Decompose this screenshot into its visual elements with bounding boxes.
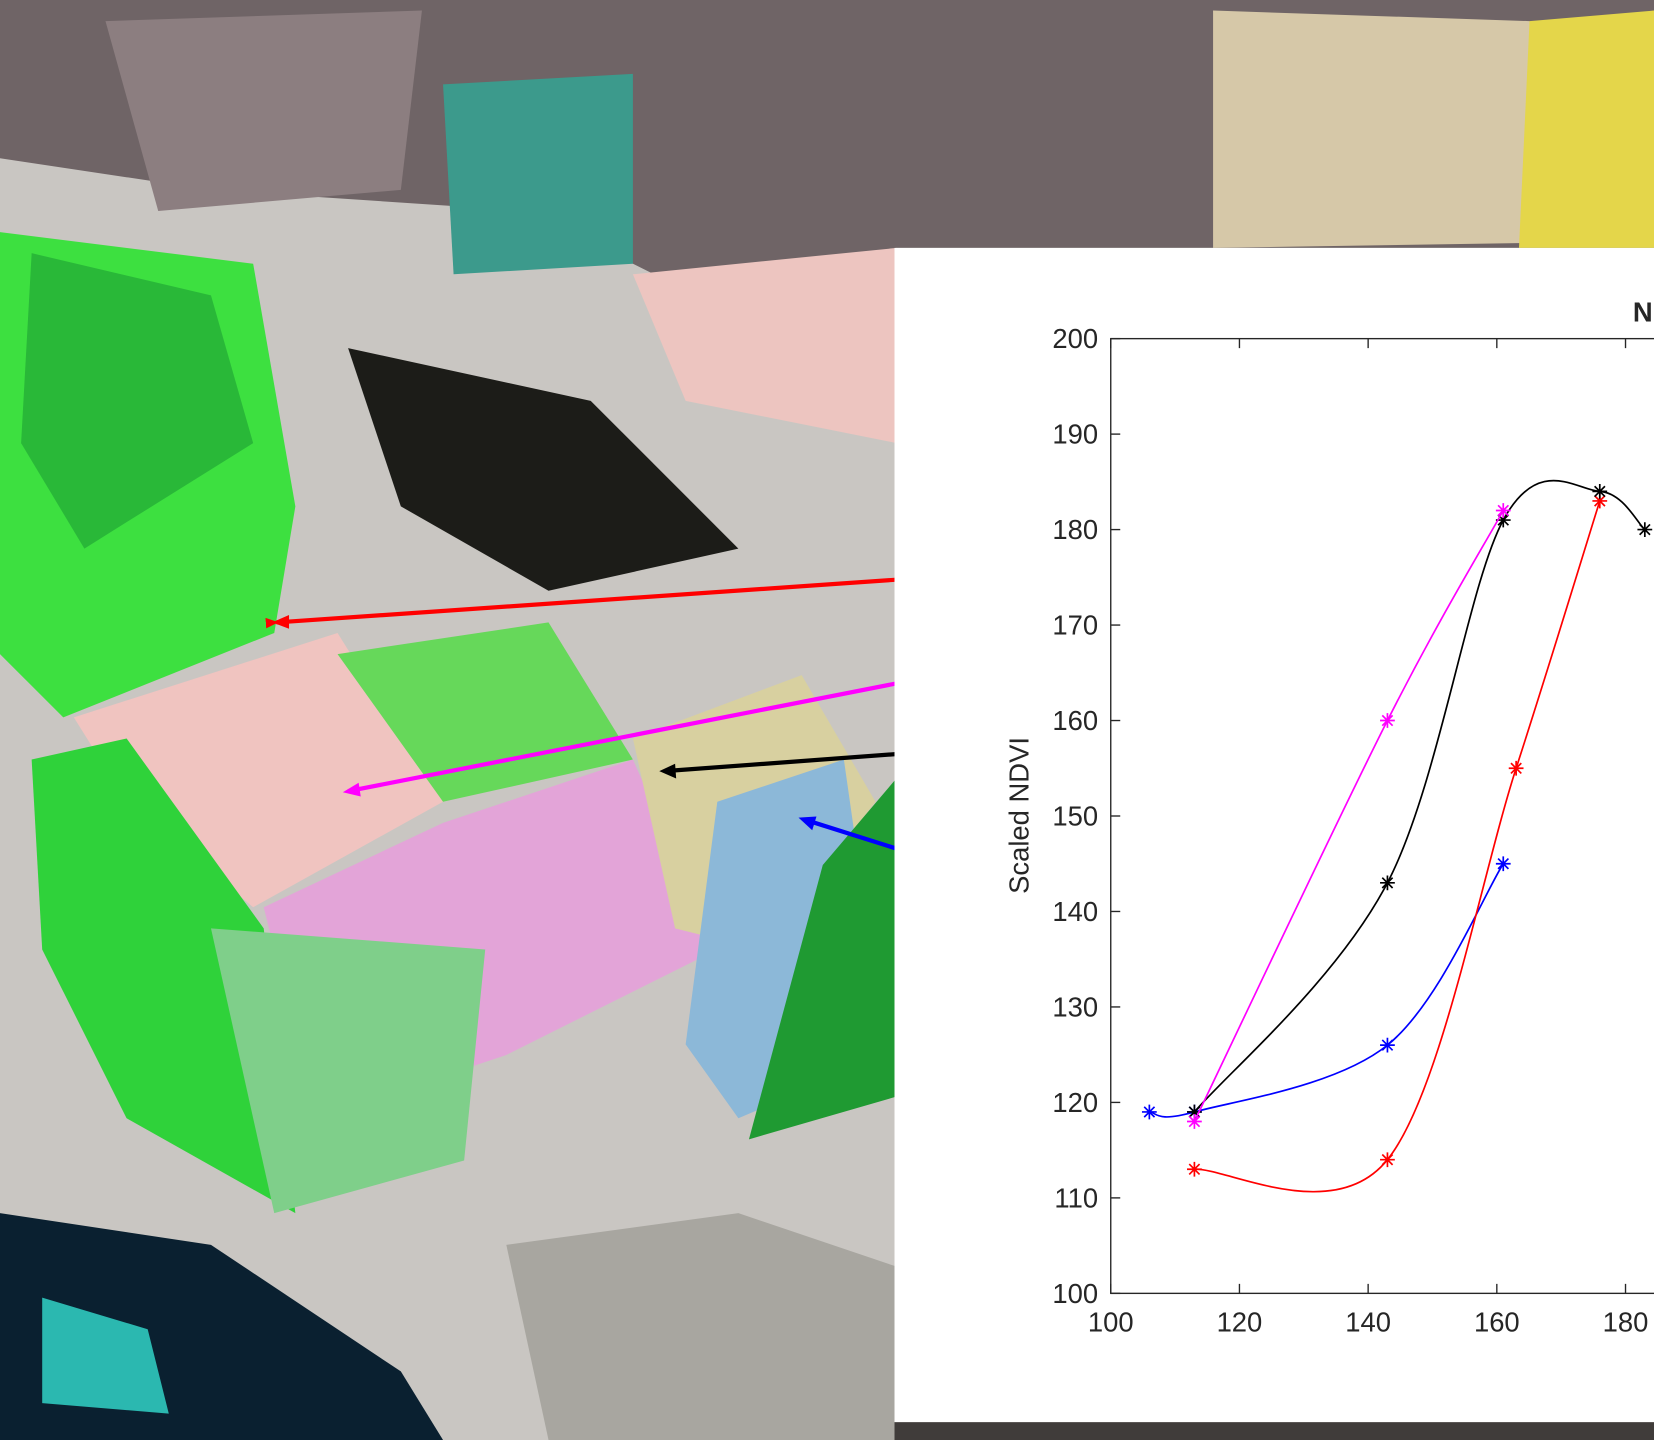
arrow — [265, 572, 966, 629]
point-marker — [1187, 1114, 1202, 1129]
arrow-head — [798, 816, 817, 831]
point-marker — [1187, 1161, 1202, 1177]
point-marker — [1380, 1037, 1395, 1053]
point-marker — [1495, 856, 1511, 872]
plot: 100 110 120 130 140 150 160 170 180 190 200 100 120 1… — [1052, 323, 1654, 1337]
arrow-head — [659, 763, 677, 779]
y-tick-label: 150 — [1052, 800, 1098, 831]
y-tick-label: 200 — [1052, 323, 1098, 354]
series-line — [1193, 510, 1505, 1122]
point-marker — [1495, 503, 1511, 518]
point-marker — [1495, 512, 1511, 528]
y-axis-label: Scaled NDVI — [1003, 737, 1034, 894]
point-marker — [1380, 875, 1395, 891]
x-tick-label: 160 — [1474, 1306, 1520, 1337]
y-tick-label: 100 — [1052, 1278, 1098, 1309]
point-marker — [1380, 1152, 1395, 1168]
arrow — [347, 667, 966, 794]
series-line — [1149, 863, 1504, 1118]
point-marker — [1380, 713, 1395, 728]
arrow-head — [272, 615, 290, 629]
point-marker — [1592, 493, 1608, 509]
y-tick-label: 110 — [1054, 1182, 1098, 1213]
y-tick-label: 130 — [1052, 991, 1098, 1022]
point-marker — [1637, 522, 1653, 537]
y-tick-label: 180 — [1052, 514, 1098, 545]
series-line — [1194, 500, 1601, 1193]
y-tick-label: 160 — [1052, 705, 1098, 736]
x-tick-label: 100 — [1088, 1306, 1134, 1337]
arrow-head — [342, 782, 361, 797]
x-tick-label: 180 — [1603, 1306, 1649, 1337]
y-tick-label: 140 — [1052, 896, 1098, 927]
point-marker — [1187, 1104, 1202, 1120]
chart-title: N — [1633, 297, 1653, 328]
y-tick-label: 190 — [1052, 419, 1098, 450]
y-tick-label: 120 — [1052, 1087, 1098, 1118]
x-tick-label: 140 — [1345, 1306, 1391, 1337]
point-marker — [1508, 760, 1524, 776]
chart-panel — [894, 247, 1654, 1423]
point-marker — [1141, 1104, 1157, 1120]
point-marker — [1592, 484, 1608, 499]
x-tick-label: 120 — [1217, 1306, 1263, 1337]
y-tick-label: 170 — [1052, 610, 1098, 641]
